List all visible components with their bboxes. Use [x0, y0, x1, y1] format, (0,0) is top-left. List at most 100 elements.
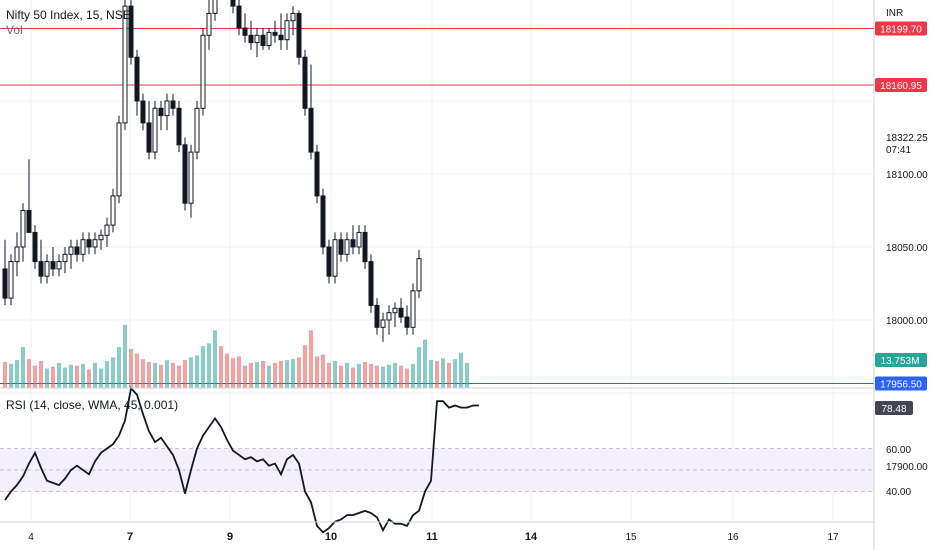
- volume-bar: [141, 359, 145, 388]
- volume-bar: [129, 348, 133, 388]
- candle-body: [314, 151, 320, 197]
- chart-title: Nifty 50 Index, 15, NSE: [6, 8, 131, 22]
- candle-body: [2, 268, 8, 299]
- volume-bar: [273, 362, 277, 388]
- candle-body: [146, 122, 152, 153]
- time-label: 16: [727, 532, 739, 543]
- candle-body: [200, 34, 206, 109]
- volume-bar: [69, 364, 73, 388]
- candle-body: [20, 210, 26, 248]
- candle-body: [398, 307, 404, 318]
- volume-bar: [219, 346, 223, 388]
- candle-body: [44, 261, 50, 277]
- candle-body: [176, 107, 182, 146]
- volume-bar: [387, 364, 391, 388]
- volume-bar: [171, 362, 175, 388]
- candle-body: [254, 34, 260, 44]
- level-badge-label: 17956.50: [880, 380, 922, 391]
- rsi-value-badge: [875, 401, 913, 415]
- volume-bar: [213, 330, 217, 388]
- volume-bar: [123, 324, 127, 388]
- candle-body: [110, 195, 116, 226]
- time-label: 7: [127, 531, 133, 543]
- price-axis[interactable]: INR 18500.0018450.0018400.0018350.001825…: [875, 0, 928, 473]
- volume-bar: [225, 353, 229, 388]
- candle-body: [290, 12, 296, 22]
- candle-body: [248, 34, 254, 44]
- time-axis[interactable]: 4 7 9 10 11 14 15 16 17: [28, 531, 839, 543]
- level-badge-label: 18160.95: [880, 81, 922, 92]
- volume-bar: [363, 361, 367, 388]
- volume-bar: [39, 361, 43, 388]
- candle-body: [410, 290, 416, 328]
- volume-bar: [207, 343, 211, 388]
- volume-bar: [381, 366, 385, 388]
- volume-bar: [87, 369, 91, 388]
- candle-body: [362, 231, 368, 263]
- volume-bar: [291, 359, 295, 388]
- candle-body: [332, 239, 338, 277]
- time-label: 14: [525, 531, 538, 543]
- rsi-axis[interactable]: 78.48 60.00 40.00: [875, 401, 913, 498]
- time-label: 10: [325, 531, 337, 543]
- volume-title: Vol: [6, 23, 23, 37]
- volume-bar: [345, 362, 349, 388]
- volume-bar: [399, 365, 403, 388]
- volume-bar: [45, 368, 49, 388]
- candle-body: [38, 261, 44, 277]
- candle-body: [320, 195, 326, 248]
- volume-bar: [27, 359, 31, 388]
- candle-body: [374, 304, 380, 328]
- candle-body: [104, 224, 110, 236]
- candle-body: [350, 239, 356, 248]
- candle-body: [368, 261, 374, 306]
- candle-body: [128, 5, 134, 58]
- volume-bar: [357, 363, 361, 388]
- volume-bar: [135, 353, 139, 388]
- volume-bar: [447, 362, 451, 388]
- rsi-band: [0, 448, 874, 492]
- candle-body: [230, 0, 236, 7]
- candle-body: [122, 5, 128, 124]
- candle-body: [242, 27, 248, 36]
- candles: [2, 0, 422, 342]
- volume-bar: [375, 365, 379, 388]
- volume-bar: [321, 354, 325, 388]
- volume-bar: [249, 362, 253, 388]
- volume-bar: [453, 359, 457, 388]
- time-label: 11: [426, 531, 438, 543]
- volume-bar: [417, 347, 421, 388]
- candle-body: [8, 261, 14, 299]
- grid: [0, 0, 874, 522]
- volume-bar: [237, 356, 241, 388]
- volume-bar: [75, 365, 79, 388]
- candle-body: [98, 234, 104, 241]
- rsi-header-label: RSI (14, close, WMA, 45, 0.001): [6, 398, 178, 412]
- candle-body: [416, 258, 422, 292]
- volume-bar: [243, 365, 247, 388]
- candle-body: [26, 210, 32, 233]
- volume-bar: [201, 346, 205, 388]
- volume-bar: [15, 360, 19, 388]
- candle-body: [170, 100, 176, 109]
- candle-body: [296, 12, 302, 58]
- volume-bar: [189, 357, 193, 388]
- candle-body: [188, 151, 194, 204]
- candle-body: [14, 246, 20, 263]
- candle-body: [158, 107, 164, 117]
- candle-body: [62, 253, 68, 263]
- volume-bar: [327, 362, 331, 388]
- candle-body: [74, 246, 80, 255]
- volume-bar: [117, 347, 121, 388]
- volume-bar: [369, 363, 373, 388]
- volume-bar: [429, 360, 433, 388]
- volume-bar: [261, 361, 265, 388]
- candle-body: [278, 34, 284, 41]
- price-tick: 18000.00: [886, 316, 928, 327]
- price-tick: 18050.00: [886, 243, 928, 254]
- rsi-tick-40: 40.00: [886, 487, 911, 498]
- volume-bar: [183, 360, 187, 388]
- volume-bar: [255, 361, 259, 388]
- horizontal-levels[interactable]: [0, 27, 874, 385]
